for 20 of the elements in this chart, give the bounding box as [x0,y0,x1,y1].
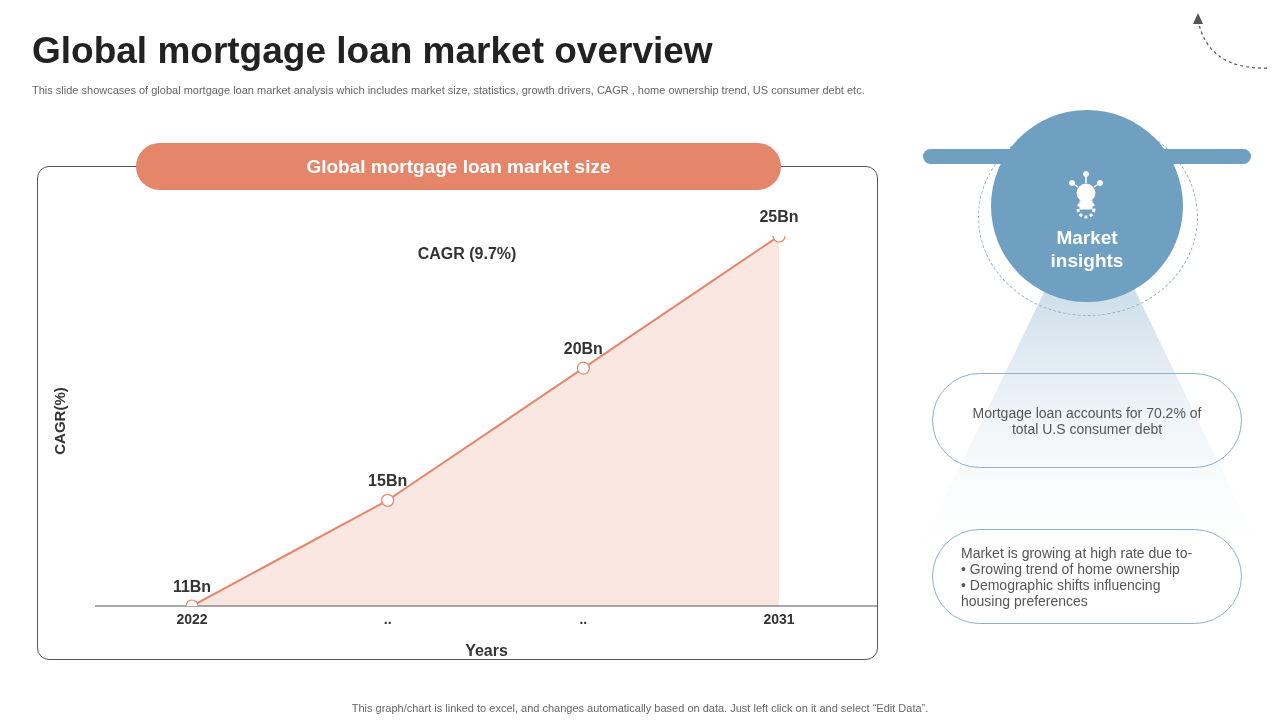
text: Market is growing at high rate due to- • Growing trend of home ownership • Demographic shifts influencing housing preferences [932,529,1242,624]
data-label: 15Bn [368,472,408,490]
data-label: 25Bn [759,208,799,225]
x-tick-label: .. [579,610,588,627]
x-tick-label: 2031 [763,610,795,627]
y-axis-title: CAGR(%) [51,387,69,455]
data-label: 11Bn [172,578,212,595]
x-axis-title: Years [465,642,508,659]
annotation: This graph/chart is linked to excel, and changes automatically based on data. Just left click on it and select “Edit Data”. [350,702,930,714]
text: Mortgage loan accounts for 70.2% of total U.S consumer debt [932,373,1242,468]
x-tick-label: .. [383,610,392,627]
data-label: 20Bn [563,340,603,358]
annotation: CAGR (9.7%) [416,245,518,263]
text: Global mortgage loan market size [136,143,781,190]
chart-title: Global mortgage loan market overview [32,30,713,72]
text: Market insights [1049,226,1125,272]
point [576,361,590,375]
point [381,493,395,507]
x-tick-label: 2022 [176,610,208,627]
chart-subtitle: This slide showcases of global mortgage loan market analysis which includes market size, statistics, growth drivers, CAGR , home ownership trend, US consumer debt etc. [32,84,865,96]
